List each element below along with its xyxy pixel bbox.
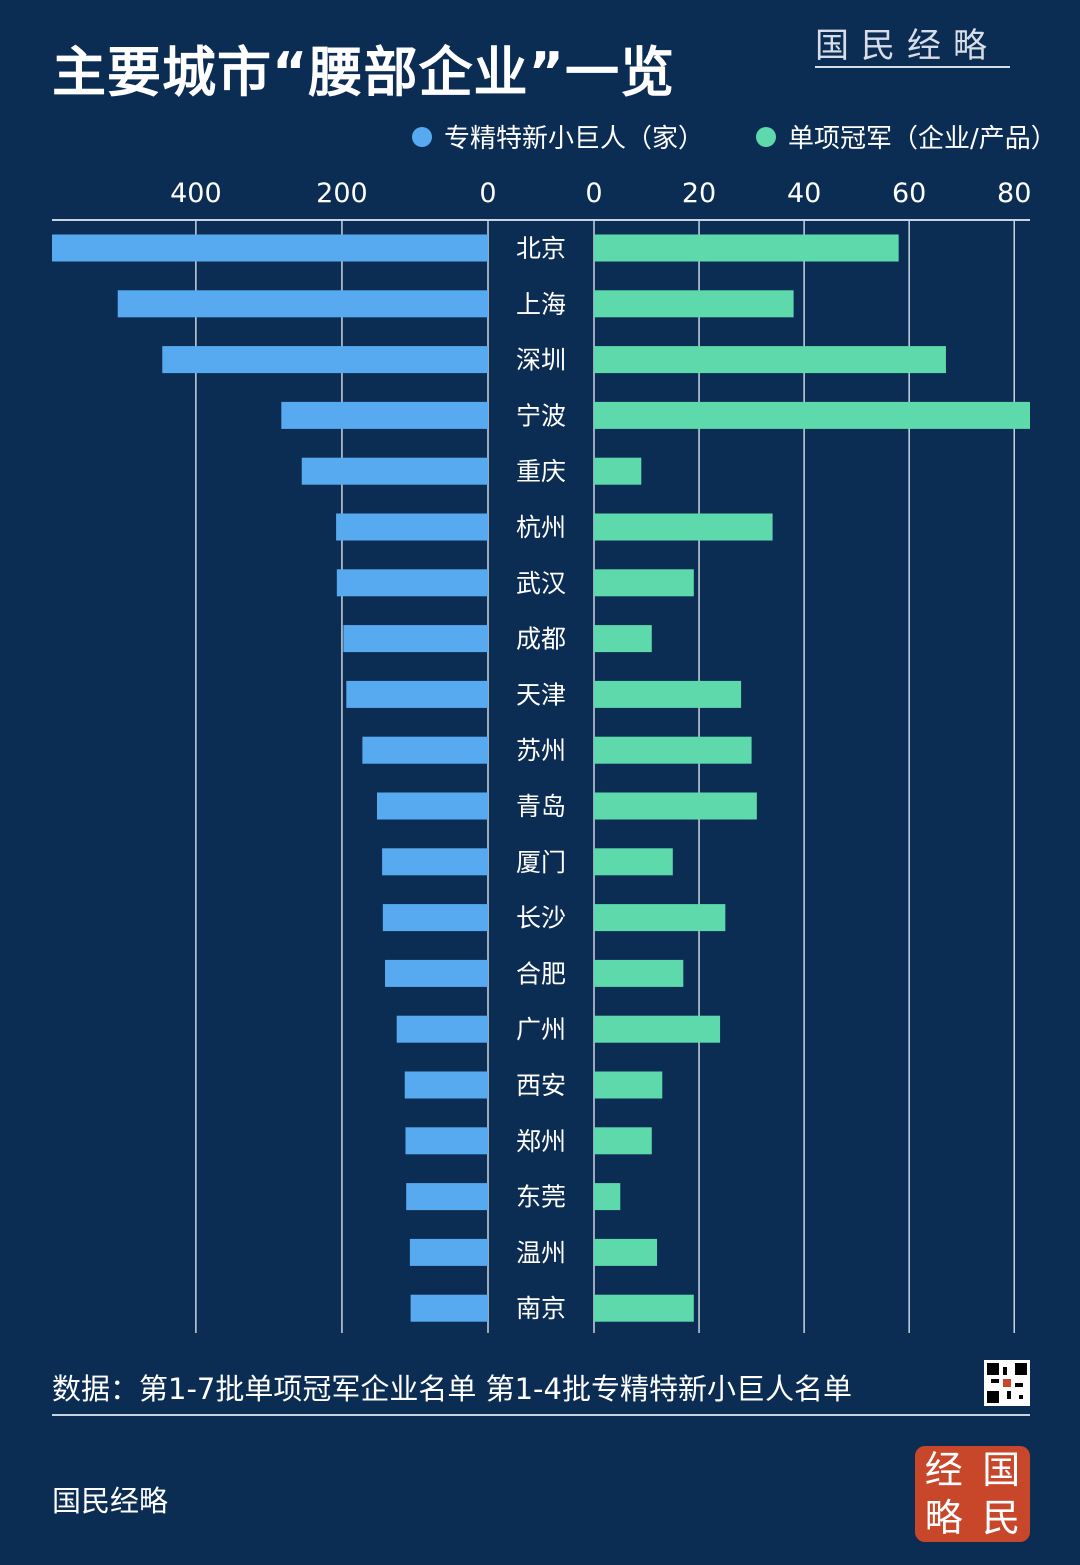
bar-right — [594, 1071, 663, 1099]
category-label: 天津 — [516, 680, 566, 709]
category-label: 厦门 — [516, 848, 566, 877]
seal-char: 略 — [924, 1496, 963, 1540]
chart-title: 主要城市“腰部企业”一览 — [52, 41, 675, 104]
category-label: 温州 — [516, 1238, 566, 1267]
footer-brand: 国民经略 — [52, 1484, 169, 1518]
category-label: 重庆 — [516, 457, 566, 486]
bar-right — [594, 346, 946, 374]
category-label: 郑州 — [516, 1127, 566, 1156]
brand-underline — [815, 66, 1010, 68]
category-label: 杭州 — [516, 513, 566, 542]
bar-left — [410, 1294, 488, 1322]
qr-code-icon[interactable] — [984, 1360, 1030, 1406]
brand-seal: 经 国 略 民 — [915, 1446, 1030, 1542]
legend-dot-blue — [412, 126, 432, 147]
bar-right — [594, 959, 684, 987]
category-label: 深圳 — [516, 346, 566, 375]
seal-char: 民 — [982, 1496, 1021, 1540]
bar-right — [594, 513, 773, 541]
legend-item-left: 专精特新小巨人（家） — [412, 118, 704, 155]
bar-left — [405, 1127, 488, 1155]
bar-left — [117, 290, 489, 318]
bar-left — [396, 1015, 488, 1043]
right-tick-label: 60 — [892, 178, 926, 209]
legend-dot-green — [756, 126, 777, 147]
bar-right — [594, 625, 652, 653]
bar-right — [594, 792, 757, 820]
bar-left — [376, 792, 488, 820]
category-label: 苏州 — [516, 736, 566, 765]
right-tick-label: 0 — [585, 178, 602, 209]
legend: 专精特新小巨人（家） 单项冠军（企业/产品） — [412, 118, 1057, 155]
bar-left — [162, 346, 488, 374]
bar-right — [594, 1183, 621, 1211]
category-label: 合肥 — [516, 959, 566, 988]
seal-char: 国 — [982, 1448, 1021, 1492]
left-tick-label: 200 — [316, 178, 368, 209]
category-label: 成都 — [516, 625, 566, 654]
divider — [52, 1414, 1030, 1416]
legend-label-left: 专精特新小巨人（家） — [444, 124, 705, 154]
bar-left — [385, 959, 488, 987]
legend-label-right: 单项冠军（企业/产品） — [788, 124, 1057, 154]
bar-left — [301, 457, 488, 485]
bar-right — [594, 848, 673, 876]
category-label: 武汉 — [516, 569, 566, 598]
right-tick-label: 20 — [682, 178, 716, 209]
category-label: 长沙 — [516, 904, 566, 933]
bar-right — [594, 1294, 694, 1322]
right-tick-label: 40 — [787, 178, 821, 209]
bar-left — [343, 625, 488, 653]
bar-right — [594, 290, 794, 318]
brand-logo-text: 国民经略 — [815, 26, 999, 66]
bar-right — [594, 736, 752, 764]
left-tick-label: 400 — [170, 178, 222, 209]
left-tick-label: 0 — [479, 178, 496, 209]
bar-right — [594, 569, 694, 597]
right-tick-label: 80 — [997, 178, 1031, 209]
bar-left — [406, 1183, 488, 1211]
category-label: 宁波 — [516, 401, 566, 430]
bar-right — [594, 680, 742, 708]
category-label: 广州 — [516, 1015, 566, 1044]
bar-left — [346, 680, 488, 708]
bar-right — [594, 904, 726, 932]
category-label: 北京 — [516, 234, 566, 263]
bar-right — [594, 234, 899, 262]
bar-left — [409, 1238, 488, 1266]
category-label: 上海 — [516, 290, 566, 319]
bar-right — [594, 1238, 658, 1266]
legend-item-right: 单项冠军（企业/产品） — [756, 118, 1057, 155]
bar-left — [362, 736, 488, 764]
category-label: 西安 — [516, 1071, 566, 1100]
bar-left — [382, 904, 488, 932]
bar-right — [594, 1015, 721, 1043]
butterfly-bar-chart: 400 200 0 0 20 40 60 80 北京上海深圳宁波重庆杭州武汉成都天津苏州青岛厦门… — [52, 178, 1031, 1333]
bar-right — [594, 457, 642, 485]
bar-left — [404, 1071, 488, 1099]
bar-left — [382, 848, 488, 876]
data-source: 数据：第1-7批单项冠军企业名单 第1-4批专精特新小巨人名单 — [52, 1372, 852, 1406]
bar-left — [52, 234, 488, 262]
seal-char: 经 — [924, 1448, 963, 1492]
category-label: 青岛 — [516, 792, 566, 821]
bar-right — [594, 401, 1030, 429]
category-label: 东莞 — [516, 1183, 566, 1212]
bar-left — [336, 513, 488, 541]
bar-right — [594, 1127, 652, 1155]
bar-left — [281, 401, 488, 429]
category-label: 南京 — [516, 1294, 566, 1323]
bar-left — [336, 569, 488, 597]
